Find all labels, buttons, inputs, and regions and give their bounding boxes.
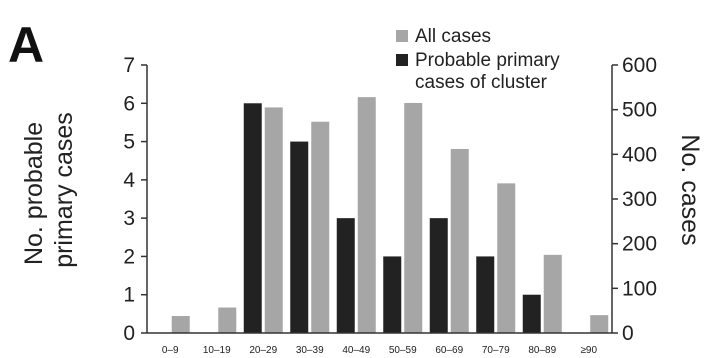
- x-tick-label: 0–9: [162, 345, 179, 356]
- left-tick-label: 0: [123, 322, 135, 345]
- bar-all-cases-5: [404, 102, 423, 333]
- bar-all-cases-0: [171, 316, 190, 333]
- legend-label-all-cases: All cases: [415, 26, 491, 47]
- left-tick-label: 2: [123, 245, 135, 268]
- x-tick-label: 20–29: [249, 345, 277, 356]
- panel-label: A: [8, 17, 44, 73]
- legend-swatch-all-cases: [396, 30, 408, 42]
- x-axis-ticks: 0–9 10–19 20–29 30–39 40–49 50–59 60–69 70–79 80…: [162, 345, 598, 356]
- bar-all-cases-6: [450, 148, 469, 333]
- right-axis-ticks: 0 100 200 300 400 500 600: [612, 54, 657, 345]
- right-tick-label: 600: [622, 54, 657, 77]
- bar-all-cases-3: [311, 121, 330, 333]
- bar-probable-primary-7: [476, 256, 495, 333]
- x-tick-label: 10–19: [203, 345, 231, 356]
- right-tick-label: 400: [622, 143, 657, 166]
- left-tick-label: 3: [123, 207, 135, 230]
- right-tick-label: 0: [622, 322, 634, 345]
- bars: [171, 97, 609, 334]
- left-tick-label: 1: [123, 284, 135, 307]
- legend-swatch-probable-primary: [396, 54, 408, 66]
- left-axis-title-line-2: primary cases: [50, 112, 78, 268]
- bar-probable-primary-3: [290, 141, 309, 333]
- bar-probable-primary-4: [336, 218, 355, 333]
- bar-probable-primary-8: [522, 294, 541, 333]
- x-tick-label: 70–79: [482, 345, 510, 356]
- bar-all-cases-2: [264, 107, 283, 333]
- legend-label-probable-primary-line-1: Probable primary: [415, 50, 560, 71]
- legend-label-probable-primary: Probable primary cases of cluster: [415, 50, 565, 93]
- bar-all-cases-1: [218, 307, 237, 333]
- left-tick-label: 7: [123, 54, 135, 77]
- bar-all-cases-4: [357, 97, 376, 333]
- left-tick-label: 5: [123, 131, 135, 154]
- bar-all-cases-8: [543, 254, 562, 333]
- legend: All cases Probable primary cases of clus…: [396, 26, 565, 93]
- bar-all-cases-7: [497, 183, 516, 333]
- right-tick-label: 100: [622, 277, 657, 300]
- x-tick-label: 50–59: [389, 345, 417, 356]
- x-tick-label: 30–39: [296, 345, 324, 356]
- x-tick-label: 60–69: [435, 345, 463, 356]
- right-tick-label: 200: [622, 233, 657, 256]
- right-axis-title: No. cases: [676, 134, 704, 245]
- right-tick-label: 300: [622, 188, 657, 211]
- right-tick-label: 500: [622, 99, 657, 122]
- legend-label-probable-primary-line-2: cases of cluster: [415, 72, 548, 93]
- x-tick-label: ≥90: [580, 345, 597, 356]
- x-tick-label: 40–49: [342, 345, 370, 356]
- bar-all-cases-9: [590, 315, 609, 333]
- bar-probable-primary-2: [243, 103, 262, 334]
- bar-probable-primary-6: [429, 218, 448, 333]
- x-tick-label: 80–89: [528, 345, 556, 356]
- left-axis-title: No. probable primary cases: [20, 112, 78, 268]
- bar-probable-primary-5: [383, 256, 402, 333]
- left-axis-ticks: 0 1 2 3 4 5 6 7: [123, 54, 147, 345]
- left-axis-title-line-1: No. probable: [20, 122, 48, 265]
- left-tick-label: 6: [123, 92, 135, 115]
- left-tick-label: 4: [123, 169, 135, 192]
